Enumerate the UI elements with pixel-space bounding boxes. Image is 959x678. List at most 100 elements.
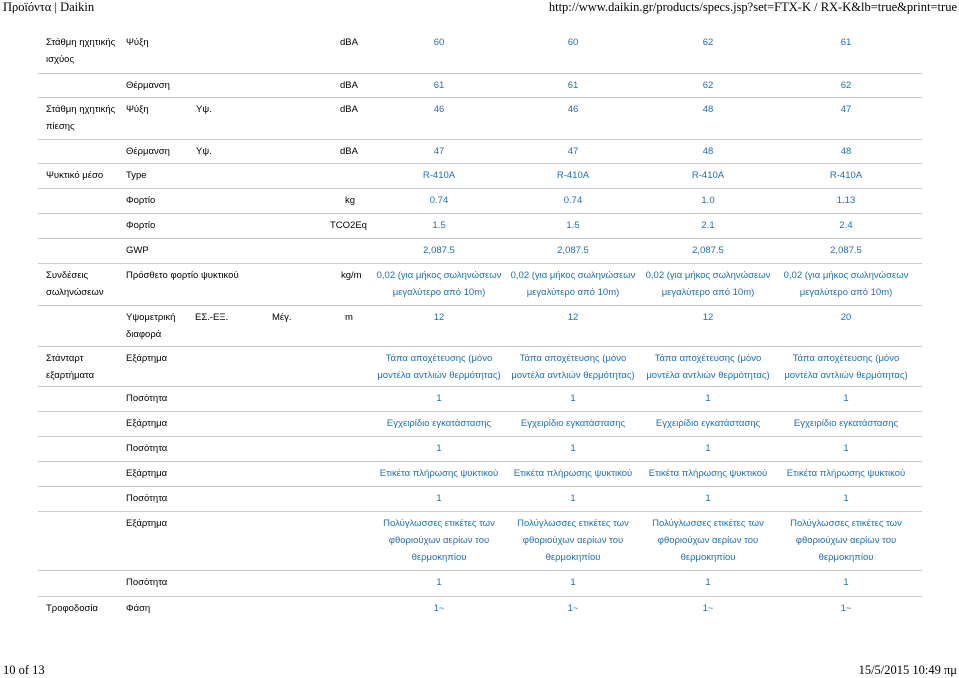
row-sub-label: Φορτίο	[126, 220, 156, 231]
value-cell: 1	[843, 393, 849, 404]
value-cell: 60	[567, 37, 579, 48]
page-header-url: http://www.daikin.gr/products/specs.jsp?…	[548, 0, 957, 14]
value-cell: 0.74	[563, 195, 583, 206]
value-cell: 1	[436, 393, 442, 404]
row-sub-label: Φορτίο	[126, 195, 156, 206]
row-sub-label-3: Μέγ.	[272, 312, 292, 323]
value-cell: 62	[840, 80, 852, 91]
row-unit: dBA	[340, 80, 358, 91]
value-cell: 1	[436, 493, 442, 504]
value-cell: 62	[702, 37, 714, 48]
value-cell: 2.4	[839, 220, 853, 231]
row-sub-label: Ποσότητα	[126, 493, 168, 504]
value-cell: R-410A	[829, 170, 863, 181]
row-group-label: Στάθμη ηχητικής ισχύος	[46, 37, 116, 65]
row-sub-label: Υψομετρική διαφορά	[126, 312, 176, 340]
value-cell: 2,087.5	[692, 245, 724, 256]
value-cell: 1.5	[432, 220, 446, 231]
row-divider	[38, 73, 922, 74]
value-cell: Εγχειρίδιο εγκατάστασης	[520, 418, 626, 429]
value-cell: 1.13	[836, 195, 856, 206]
value-cell: 2.1	[701, 220, 715, 231]
value-cell: 1~	[567, 603, 579, 614]
row-sub-label: Ψύξη	[126, 37, 149, 48]
value-cell: 62	[702, 80, 714, 91]
value-cell: 60	[433, 37, 445, 48]
value-cell: 61	[840, 37, 852, 48]
row-divider	[38, 411, 922, 412]
value-cell: R-410A	[422, 170, 456, 181]
row-unit: kg/m	[341, 270, 362, 281]
value-cell: 1~	[433, 603, 445, 614]
value-cell: 47	[567, 146, 579, 157]
row-sub-label: Εξάρτημα	[126, 418, 168, 429]
row-sub-label: Φάση	[126, 603, 151, 614]
row-divider	[38, 305, 922, 306]
row-sub-label: Εξάρτημα	[126, 353, 168, 364]
value-cell: Πολύγλωσσες ετικέτες των φθοριούχων αερί…	[790, 518, 902, 563]
value-cell: 1	[705, 393, 711, 404]
value-cell: Εγχειρίδιο εγκατάστασης	[655, 418, 761, 429]
row-divider	[38, 436, 922, 437]
value-cell: Τάπα αποχέτευσης (μόνο μοντέλα αντλιών θ…	[646, 353, 770, 381]
value-cell: 1	[843, 493, 849, 504]
value-cell: Ετικέτα πλήρωσης ψυκτικού	[379, 468, 499, 479]
value-cell: Ετικέτα πλήρωσης ψυκτικού	[786, 468, 906, 479]
value-cell: 1	[705, 493, 711, 504]
value-cell: 48	[702, 104, 714, 115]
row-sub-label-2: Υψ.	[196, 146, 212, 157]
row-divider	[38, 570, 922, 571]
row-divider	[38, 386, 922, 387]
value-cell: Πολύγλωσσες ετικέτες των φθοριούχων αερί…	[383, 518, 495, 563]
value-cell: Τάπα αποχέτευσης (μόνο μοντέλα αντλιών θ…	[784, 353, 908, 381]
row-divider	[38, 163, 922, 164]
row-sub-label: Εξάρτημα	[126, 518, 168, 529]
row-divider	[38, 346, 922, 347]
value-cell: 1	[705, 577, 711, 588]
value-cell: 61	[567, 80, 579, 91]
row-divider	[38, 97, 922, 98]
row-unit: dBA	[340, 104, 358, 115]
value-cell: 1	[843, 443, 849, 454]
row-sub-label: Πρόσθετο φορτίο ψυκτικού	[126, 270, 239, 281]
value-cell: 1	[570, 577, 576, 588]
row-sub-label: Ποσότητα	[126, 393, 168, 404]
value-cell: 0.74	[429, 195, 449, 206]
value-cell: 0,02 (για μήκος σωληνώσεων μεγαλύτερο απ…	[376, 270, 502, 298]
row-sub-label-2: Υψ.	[196, 104, 212, 115]
row-divider	[38, 263, 922, 264]
row-divider	[38, 188, 922, 189]
row-divider	[38, 511, 922, 512]
value-cell: Πολύγλωσσες ετικέτες των φθοριούχων αερί…	[517, 518, 629, 563]
row-unit: kg	[345, 195, 356, 206]
page-number: 10 of 13	[3, 663, 45, 677]
value-cell: R-410A	[556, 170, 590, 181]
value-cell: Τάπα αποχέτευσης (μόνο μοντέλα αντλιών θ…	[511, 353, 635, 381]
row-divider	[38, 238, 922, 239]
row-sub-label: Εξάρτημα	[126, 468, 168, 479]
row-unit: dBA	[340, 146, 358, 157]
value-cell: 46	[567, 104, 579, 115]
value-cell: 2,087.5	[423, 245, 455, 256]
row-sub-label: Θέρμανση	[126, 146, 170, 157]
row-divider	[38, 596, 922, 597]
page-header-title: Προϊόντα | Daikin	[3, 0, 95, 14]
value-cell: 0,02 (για μήκος σωληνώσεων μεγαλύτερο απ…	[510, 270, 636, 298]
value-cell: Εγχειρίδιο εγκατάστασης	[793, 418, 899, 429]
row-sub-label: Ποσότητα	[126, 443, 168, 454]
value-cell: 48	[840, 146, 852, 157]
value-cell: 12	[567, 312, 579, 323]
row-sub-label-2: ΕΣ.-ΕΞ.	[195, 312, 229, 323]
row-group-label: Στάθμη ηχητικής πίεσης	[46, 104, 116, 132]
row-group-label: Τροφοδοσία	[46, 603, 98, 614]
value-cell: 1~	[702, 603, 714, 614]
row-sub-label: Θέρμανση	[126, 80, 170, 91]
value-cell: 20	[840, 312, 852, 323]
row-sub-label: GWP	[126, 245, 149, 256]
value-cell: 1	[705, 443, 711, 454]
value-cell: Ετικέτα πλήρωσης ψυκτικού	[648, 468, 768, 479]
value-cell: 0,02 (για μήκος σωληνώσεων μεγαλύτερο απ…	[645, 270, 771, 298]
value-cell: 0,02 (για μήκος σωληνώσεων μεγαλύτερο απ…	[783, 270, 909, 298]
value-cell: 2,087.5	[830, 245, 862, 256]
row-divider	[38, 139, 922, 140]
